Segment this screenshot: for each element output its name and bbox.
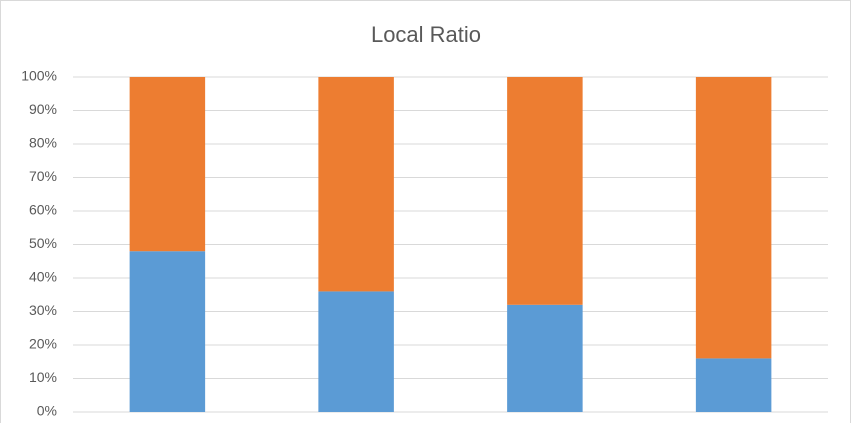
bar-segment [129, 77, 206, 252]
y-tick-label: 90% [29, 101, 57, 117]
bar-segment [507, 77, 583, 305]
y-tick-label: 80% [29, 135, 57, 151]
bar-segment [695, 358, 772, 412]
y-tick-label: 60% [29, 202, 57, 218]
y-tick-label: 50% [29, 235, 57, 251]
bar-segment [695, 77, 772, 359]
bar-segment [318, 77, 394, 292]
bar-segment [129, 251, 206, 412]
bar-segment [318, 291, 394, 412]
y-tick-label: 10% [29, 369, 57, 385]
bar-segment [507, 304, 583, 412]
y-tick-label: 0% [37, 403, 57, 419]
chart-title: Local Ratio [371, 22, 481, 47]
y-tick-label: 100% [21, 68, 57, 84]
y-tick-label: 30% [29, 302, 57, 318]
y-tick-label: 40% [29, 269, 57, 285]
y-tick-label: 20% [29, 336, 57, 352]
y-tick-label: 70% [29, 168, 57, 184]
